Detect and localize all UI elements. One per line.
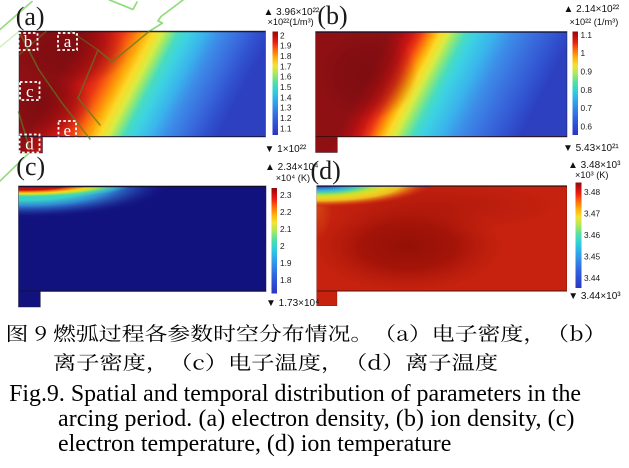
svg-text:3.45: 3.45 [584,252,601,262]
svg-text:d: d [25,135,34,154]
svg-text:e: e [63,121,71,140]
svg-text:3.47: 3.47 [584,209,601,219]
svg-text:1.5: 1.5 [280,82,292,92]
svg-text:b: b [24,32,33,51]
svg-text:1.2: 1.2 [280,113,292,123]
svg-text:2: 2 [280,30,285,40]
svg-text:3.48: 3.48 [584,187,601,197]
svg-text:1.7: 1.7 [280,61,292,71]
svg-text:3.44: 3.44 [584,273,601,283]
svg-text:0.8: 0.8 [581,85,593,95]
svg-text:2: 2 [280,241,285,251]
svg-text:1.8: 1.8 [280,275,292,285]
svg-text:1.9: 1.9 [280,258,292,268]
svg-text:3.46: 3.46 [584,230,601,240]
svg-text:1.1: 1.1 [581,30,593,40]
svg-text:2.2: 2.2 [280,207,292,217]
svg-text:0.7: 0.7 [581,103,593,113]
svg-text:2.1: 2.1 [280,224,292,234]
svg-text:0.9: 0.9 [581,67,593,77]
svg-text:1.6: 1.6 [280,72,292,82]
svg-text:0.6: 0.6 [581,121,593,131]
svg-text:a: a [64,32,72,51]
svg-text:1.3: 1.3 [280,103,292,113]
svg-text:1.9: 1.9 [280,41,292,51]
svg-text:1: 1 [581,48,586,58]
svg-text:1.8: 1.8 [280,51,292,61]
svg-text:1.1: 1.1 [280,123,292,133]
svg-text:2.3: 2.3 [280,190,292,200]
svg-text:c: c [26,82,34,101]
svg-text:1.4: 1.4 [280,92,292,102]
